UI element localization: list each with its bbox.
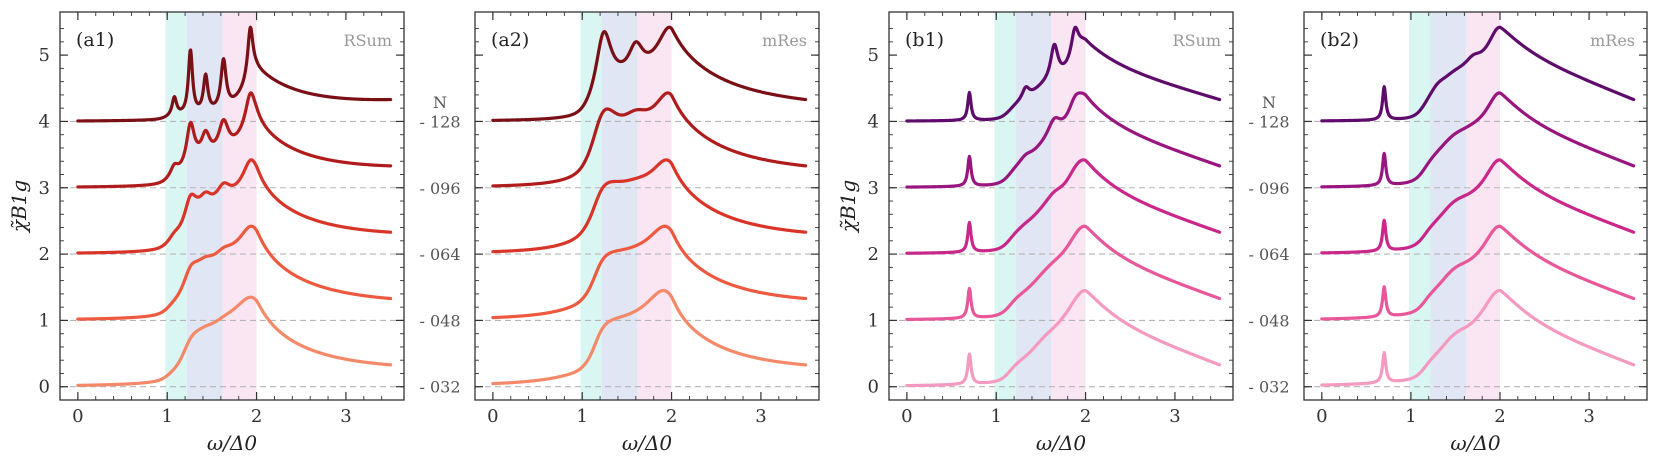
x-tick-label: 2	[251, 406, 262, 427]
n-tick-label: - 032	[419, 378, 460, 397]
y-tick-label: 0	[39, 377, 50, 398]
n-tick-label: - 032	[1248, 378, 1289, 397]
panel-a1: 0 1 2 3 ω/Δ0 0 1 2 3 4 5 χ̃B1g (a1) RSum	[7, 11, 405, 455]
shaded-band-1	[165, 12, 187, 400]
x-tick-label: 0	[72, 406, 83, 427]
x-tick-label: 1	[161, 406, 172, 427]
series-line-a2-2	[491, 158, 808, 254]
series-line-a1-4	[76, 25, 393, 123]
series-line-b2-4	[1320, 25, 1636, 123]
series-line-b1-0	[905, 288, 1222, 388]
series-line-b1-4	[905, 25, 1222, 123]
x-axis-title: ω/Δ0	[622, 431, 672, 455]
shaded-band-3	[1466, 12, 1500, 400]
x-tick-label: 2	[666, 406, 677, 427]
panel-label: (a2)	[491, 29, 529, 51]
y-tick-label: 5	[868, 45, 879, 66]
shaded-band-3	[1051, 12, 1086, 400]
shaded-band-1	[580, 12, 602, 400]
n-tick-label: - 128	[1248, 112, 1289, 131]
series-line-a1-0	[76, 295, 393, 387]
x-tick-label: 2	[1080, 406, 1091, 427]
n-tick-label: - 096	[1248, 179, 1289, 198]
x-tick-label: 1	[990, 406, 1001, 427]
method-label: RSum	[1173, 31, 1221, 50]
panel-label: (b1)	[905, 29, 944, 51]
shaded-band-3	[222, 12, 257, 400]
panel-b2: 0 1 2 3 ω/Δ0 N - 032 - 048 - 064 - 096 - 128 (b2) mR…	[1248, 11, 1648, 455]
panel-label: (a1)	[76, 29, 114, 51]
x-tick-label: 2	[1494, 406, 1505, 427]
n-tick-label: - 064	[419, 245, 460, 264]
shaded-band-2	[1015, 12, 1052, 400]
panel-b1: 0 1 2 3 ω/Δ0 0 1 2 3 4 5 χ̃B1g (b1) RSum	[836, 11, 1234, 455]
shaded-band-1	[1409, 12, 1431, 400]
method-label: RSum	[344, 31, 392, 50]
series-line-b2-3	[1320, 91, 1636, 189]
plot-frame	[888, 11, 1234, 401]
n-tick-label: - 096	[419, 179, 460, 198]
series-line-a2-1	[491, 224, 808, 320]
x-tick-label: 1	[576, 406, 587, 427]
x-tick-label: 3	[755, 406, 766, 427]
plot-frame	[1303, 11, 1648, 401]
y-axis-title: χ̃B1g	[836, 180, 860, 234]
n-axis-label: N	[433, 93, 447, 112]
x-tick-label: 3	[1583, 406, 1594, 427]
x-tick-label: 1	[1405, 406, 1416, 427]
plot-frame	[474, 11, 820, 401]
y-tick-label: 4	[39, 111, 50, 132]
x-tick-label: 3	[1169, 406, 1180, 427]
n-tick-label: - 048	[419, 311, 460, 330]
y-tick-label: 3	[39, 178, 50, 199]
series-line-b2-1	[1320, 224, 1636, 321]
series-line-b1-1	[905, 224, 1222, 322]
panel-a2: 0 1 2 3 ω/Δ0 N - 032 - 048 - 064 - 096 - 128 (a2) mR…	[419, 11, 820, 455]
y-tick-label: 2	[868, 244, 879, 265]
x-tick-label: 0	[487, 406, 498, 427]
n-tick-label: - 048	[1248, 311, 1289, 330]
n-tick-label: - 128	[419, 112, 460, 131]
series-line-b1-3	[905, 91, 1222, 189]
method-label: mRes	[1590, 31, 1635, 50]
series-line-a2-0	[491, 288, 808, 386]
y-tick-label: 1	[39, 310, 50, 331]
x-axis-title: ω/Δ0	[207, 431, 257, 455]
y-tick-label: 0	[868, 377, 879, 398]
series-line-b2-0	[1320, 288, 1636, 387]
shaded-band-2	[601, 12, 638, 400]
y-tick-label: 1	[868, 310, 879, 331]
plot-frame	[59, 11, 405, 401]
y-tick-label: 2	[39, 244, 50, 265]
x-axis-title: ω/Δ0	[1450, 431, 1500, 455]
series-line-a1-1	[76, 224, 393, 321]
y-tick-label: 4	[868, 111, 879, 132]
y-tick-label: 3	[868, 178, 879, 199]
y-tick-label: 5	[39, 45, 50, 66]
n-tick-label: - 064	[1248, 245, 1289, 264]
method-label: mRes	[762, 31, 807, 50]
series-line-a1-2	[76, 158, 393, 255]
x-tick-label: 0	[901, 406, 912, 427]
panel-label: (b2)	[1320, 29, 1359, 51]
shaded-band-1	[994, 12, 1016, 400]
series-line-a2-4	[491, 25, 808, 122]
n-axis-label: N	[1262, 93, 1276, 112]
x-tick-label: 3	[340, 406, 351, 427]
x-axis-title: ω/Δ0	[1036, 431, 1086, 455]
series-line-b1-2	[905, 158, 1222, 255]
shaded-band-3	[637, 12, 672, 400]
y-axis-title: χ̃B1g	[7, 180, 31, 234]
x-tick-label: 0	[1316, 406, 1327, 427]
series-line-a2-3	[491, 91, 808, 188]
series-line-b2-2	[1320, 158, 1636, 255]
series-line-a1-3	[76, 91, 393, 189]
